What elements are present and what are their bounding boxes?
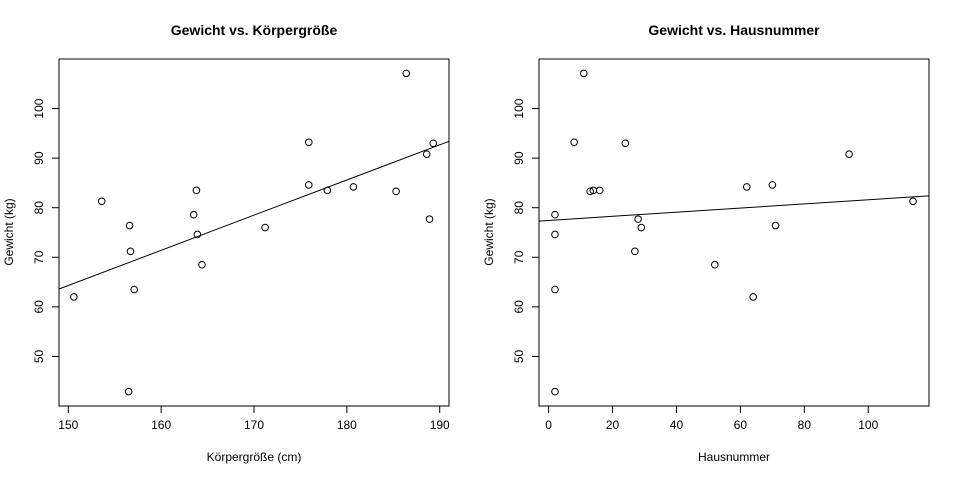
data-point (551, 285, 559, 294)
chart-title: Gewicht vs. Hausnummer (648, 22, 820, 38)
data-point (130, 285, 139, 294)
data-point (621, 139, 630, 148)
x-tick-label: 0 (545, 418, 552, 432)
y-tick-label: 90 (32, 151, 46, 165)
x-axis-label: Hausnummer (698, 450, 770, 464)
y-axis-label: Gewicht (kg) (482, 198, 496, 265)
chart-title: Gewicht vs. Körpergröße (171, 22, 338, 38)
data-point (551, 387, 559, 396)
x-tick-label: 20 (606, 418, 620, 432)
data-point (570, 138, 578, 147)
y-tick-label: 100 (512, 98, 526, 118)
data-point (125, 221, 134, 230)
data-point (304, 181, 313, 189)
data-point (631, 247, 639, 256)
data-point (192, 186, 201, 195)
x-tick-label: 150 (58, 418, 78, 432)
data-point (323, 186, 332, 195)
plot-frame (538, 58, 930, 407)
data-point (845, 150, 853, 158)
y-tick-label: 70 (512, 250, 526, 264)
x-tick-label: 40 (670, 418, 684, 432)
data-point (429, 139, 438, 148)
x-tick-label: 160 (151, 418, 171, 432)
x-tick-label: 180 (337, 418, 357, 432)
x-axis-label: Körpergröße (cm) (207, 450, 302, 464)
data-point (771, 221, 780, 230)
panel-housenumber-vs-weight: Gewicht vs. Hausnummer Hausnummer Gewich… (482, 22, 930, 464)
x-tick-label: 80 (798, 418, 812, 432)
y-tick-label: 60 (32, 300, 46, 314)
y-tick-label: 70 (32, 250, 46, 264)
data-point (422, 150, 431, 158)
y-tick-label: 50 (512, 349, 526, 363)
data-point (551, 210, 559, 219)
regression-line (58, 140, 450, 290)
x-tick-label: 190 (430, 418, 450, 432)
data-point (579, 69, 588, 78)
data-point (198, 260, 206, 269)
data-point (392, 187, 400, 196)
y-tick-label: 60 (512, 300, 526, 314)
data-point (261, 223, 269, 232)
data-point (909, 197, 917, 206)
data-point (189, 210, 198, 219)
y-tick-label: 50 (32, 349, 46, 363)
data-point (349, 183, 358, 191)
data-point (768, 181, 777, 189)
data-point (595, 186, 604, 195)
data-point (551, 230, 559, 239)
data-point (124, 387, 133, 396)
data-point (711, 260, 719, 269)
data-point (634, 215, 642, 223)
x-tick-label: 100 (858, 418, 878, 432)
data-point (70, 293, 78, 301)
data-point (749, 293, 757, 301)
y-tick-label: 100 (32, 98, 46, 118)
x-tick-label: 170 (244, 418, 264, 432)
y-tick-label: 90 (512, 151, 526, 165)
data-point (126, 247, 135, 256)
x-tick-label: 60 (734, 418, 748, 432)
data-point (402, 69, 411, 78)
data-point (586, 187, 594, 196)
data-point (304, 138, 313, 147)
panel-height-vs-weight: Gewicht vs. Körpergröße Körpergröße (cm)… (2, 22, 450, 464)
data-point (637, 223, 646, 232)
y-tick-label: 80 (512, 201, 526, 215)
plot-frame (58, 58, 450, 407)
data-point (742, 183, 751, 191)
data-point (97, 197, 106, 206)
y-axis-label: Gewicht (kg) (2, 198, 16, 265)
data-point (425, 215, 434, 223)
data-point (193, 230, 202, 239)
y-tick-label: 80 (32, 201, 46, 215)
regression-line (538, 195, 930, 222)
